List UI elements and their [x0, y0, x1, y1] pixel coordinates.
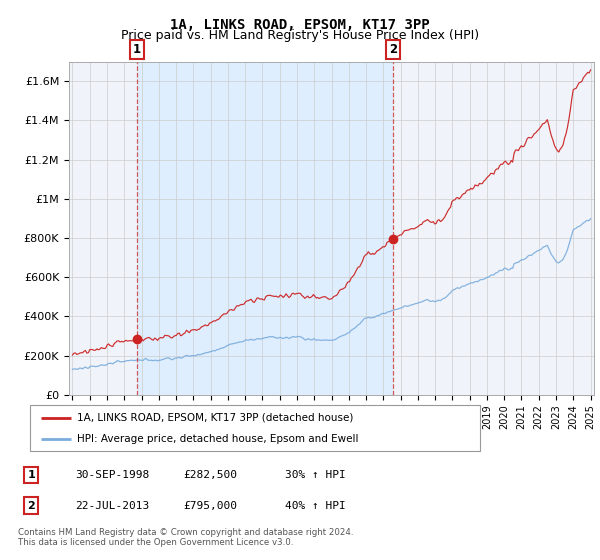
Text: Price paid vs. HM Land Registry's House Price Index (HPI): Price paid vs. HM Land Registry's House … — [121, 29, 479, 42]
Bar — [137, 62, 393, 395]
Text: 2: 2 — [389, 43, 397, 56]
Text: £282,500: £282,500 — [183, 470, 237, 480]
Text: 1: 1 — [28, 470, 35, 480]
Text: HPI: Average price, detached house, Epsom and Ewell: HPI: Average price, detached house, Epso… — [77, 435, 359, 444]
Text: Contains HM Land Registry data © Crown copyright and database right 2024.
This d: Contains HM Land Registry data © Crown c… — [18, 528, 353, 548]
Text: £795,000: £795,000 — [183, 501, 237, 511]
Text: 40% ↑ HPI: 40% ↑ HPI — [285, 501, 346, 511]
Text: 2: 2 — [28, 501, 35, 511]
Text: 1: 1 — [133, 43, 141, 56]
Text: 22-JUL-2013: 22-JUL-2013 — [75, 501, 149, 511]
Text: 30-SEP-1998: 30-SEP-1998 — [75, 470, 149, 480]
FancyBboxPatch shape — [30, 405, 480, 451]
Text: 1A, LINKS ROAD, EPSOM, KT17 3PP (detached house): 1A, LINKS ROAD, EPSOM, KT17 3PP (detache… — [77, 413, 353, 423]
Text: 1A, LINKS ROAD, EPSOM, KT17 3PP: 1A, LINKS ROAD, EPSOM, KT17 3PP — [170, 18, 430, 32]
Text: 30% ↑ HPI: 30% ↑ HPI — [285, 470, 346, 480]
